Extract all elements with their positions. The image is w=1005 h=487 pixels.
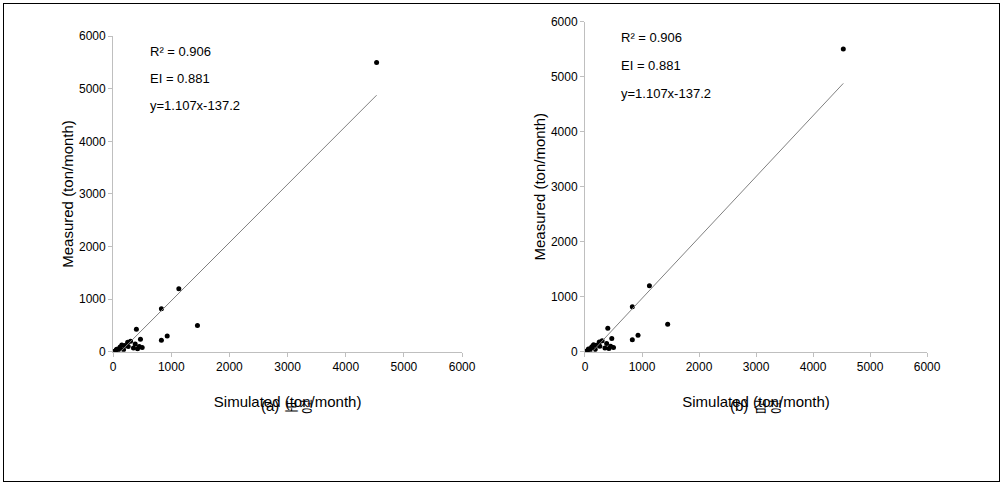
svg-text:6000: 6000: [79, 29, 106, 43]
svg-text:5000: 5000: [391, 360, 418, 374]
svg-text:(a) 보정: (a) 보정: [261, 397, 314, 414]
svg-text:EI = 0.881: EI = 0.881: [621, 58, 681, 73]
svg-text:y=1.107x-137.2: y=1.107x-137.2: [621, 86, 711, 101]
svg-text:0: 0: [582, 360, 589, 374]
svg-text:0: 0: [99, 345, 106, 359]
svg-text:2000: 2000: [216, 360, 243, 374]
svg-text:2000: 2000: [79, 240, 106, 254]
svg-text:1000: 1000: [551, 290, 578, 304]
svg-text:5000: 5000: [79, 82, 106, 96]
svg-text:0: 0: [571, 345, 578, 359]
svg-text:0: 0: [110, 360, 117, 374]
svg-text:6000: 6000: [551, 15, 578, 29]
svg-text:4000: 4000: [332, 360, 359, 374]
svg-text:4000: 4000: [551, 125, 578, 139]
svg-text:Simulated (ton/month): Simulated (ton/month): [214, 393, 362, 410]
svg-text:3000: 3000: [274, 360, 301, 374]
svg-text:y=1.107x-137.2: y=1.107x-137.2: [150, 98, 240, 113]
svg-text:Simulated (ton/month): Simulated (ton/month): [682, 393, 830, 410]
svg-text:5000: 5000: [551, 70, 578, 84]
svg-text:3000: 3000: [79, 187, 106, 201]
svg-text:5000: 5000: [857, 360, 884, 374]
svg-text:1000: 1000: [158, 360, 185, 374]
svg-text:Measured (ton/month): Measured (ton/month): [59, 120, 76, 268]
svg-text:6000: 6000: [914, 360, 941, 374]
svg-text:2000: 2000: [551, 235, 578, 249]
svg-text:4000: 4000: [800, 360, 827, 374]
svg-text:EI = 0.881: EI = 0.881: [150, 71, 210, 86]
svg-text:3000: 3000: [551, 180, 578, 194]
svg-text:6000: 6000: [449, 360, 476, 374]
svg-text:Measured (ton/month): Measured (ton/month): [531, 113, 548, 261]
svg-text:3000: 3000: [743, 360, 770, 374]
svg-text:1000: 1000: [629, 360, 656, 374]
svg-text:R² = 0.906: R² = 0.906: [621, 30, 682, 45]
svg-text:2000: 2000: [686, 360, 713, 374]
svg-text:1000: 1000: [79, 292, 106, 306]
svg-text:R² = 0.906: R² = 0.906: [150, 44, 211, 59]
svg-text:(b) 검정: (b) 검정: [730, 397, 783, 414]
svg-text:4000: 4000: [79, 135, 106, 149]
